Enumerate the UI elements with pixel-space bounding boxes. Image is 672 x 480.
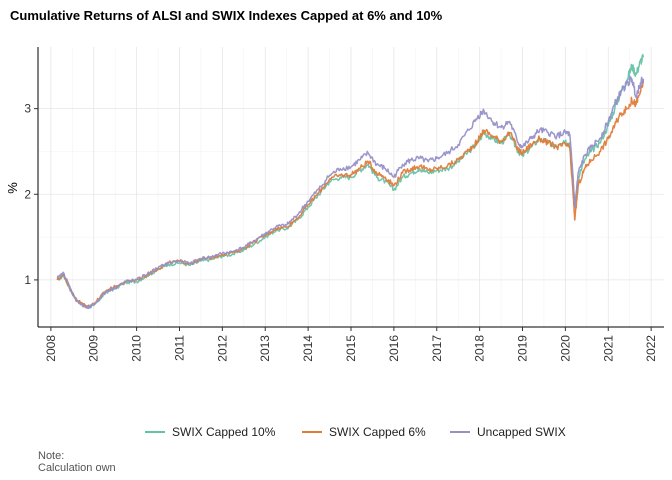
x-tick-label: 2022: [644, 335, 658, 362]
x-tick-label: 2015: [344, 335, 358, 362]
legend-label-1: SWIX Capped 10%: [172, 425, 276, 439]
x-tick-label: 2010: [130, 335, 144, 362]
x-tick-label: 2012: [215, 335, 229, 362]
axes: 2008 2009 2010 2011 2012 2013 2014 2015 2016 2017…: [24, 47, 664, 362]
y-tick-label: 2: [24, 187, 31, 201]
x-tick-label: 2009: [87, 335, 101, 362]
x-tick-label: 2011: [172, 335, 186, 361]
x-tick-label: 2018: [473, 335, 487, 362]
y-tick-label: 3: [24, 102, 31, 116]
x-tick-label: 2008: [44, 335, 58, 362]
caption-source: Calculation own: [38, 462, 116, 474]
legend: SWIX Capped 10% SWIX Capped 6% Uncapped SW…: [145, 425, 566, 439]
legend-label-2: SWIX Capped 6%: [329, 425, 426, 439]
grid-lines: [38, 47, 664, 327]
x-tick-label: 2020: [558, 335, 572, 362]
series-line-1: [56, 53, 645, 309]
chart-title: Cumulative Returns of ALSI and SWIX Inde…: [10, 8, 443, 23]
x-tick-label: 2014: [301, 335, 315, 362]
x-tick-label: 2017: [430, 335, 444, 362]
y-axis-label: %: [5, 182, 20, 194]
series-layer: [56, 53, 645, 310]
x-tick-label: 2016: [387, 335, 401, 362]
x-tick-label: 2021: [601, 335, 615, 362]
caption-note: Note:: [38, 450, 64, 462]
x-tick-label: 2013: [258, 335, 272, 362]
series-line-2: [56, 79, 645, 308]
y-tick-label: 1: [24, 273, 31, 287]
series-line-3: [56, 75, 645, 310]
legend-label-3: Uncapped SWIX: [477, 425, 566, 439]
x-tick-label: 2019: [516, 335, 530, 362]
